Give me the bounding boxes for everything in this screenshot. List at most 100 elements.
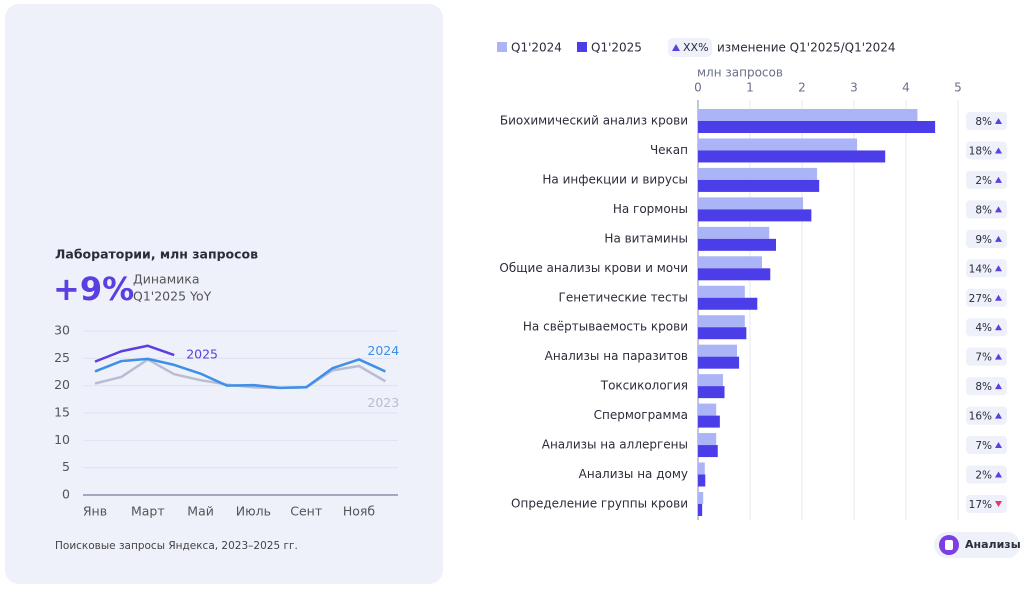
change-label: 8% [975, 381, 992, 393]
x-tick-label: 0 [694, 81, 702, 95]
change-badge [966, 229, 1007, 248]
category-label: На инфекции и вирусы [542, 172, 688, 186]
change-arrow [995, 294, 1002, 301]
legend-badge-label: XX% [683, 41, 709, 54]
change-label: 14% [969, 263, 992, 275]
y-tick-label: 10 [54, 432, 70, 447]
category-label: Генетические тесты [559, 290, 688, 304]
series-label: 2025 [186, 347, 218, 362]
legend-badge [668, 38, 712, 57]
bar [698, 138, 858, 151]
change-label: 9% [975, 234, 992, 246]
category-label: Чекап [650, 143, 688, 157]
line [94, 344, 175, 363]
bar [698, 344, 737, 357]
change-label: 4% [975, 322, 992, 334]
x-tick-label: 4 [902, 81, 910, 95]
change-badge [966, 377, 1007, 396]
change-badge [966, 170, 1007, 189]
change-arrow [995, 412, 1002, 419]
legend-label: Q1'2025 [591, 41, 642, 55]
change-label: 7% [975, 440, 992, 452]
bar [698, 374, 723, 387]
x-tick-label: Июль [236, 504, 271, 519]
change-badge [966, 347, 1007, 366]
bar [698, 256, 762, 269]
headline-note: Динамика [133, 272, 200, 287]
x-tick-label: 3 [850, 81, 858, 95]
bar [698, 167, 818, 180]
chart-title: Лаборатории, млн запросов [55, 247, 258, 262]
x-tick-label: Март [131, 504, 165, 519]
bar [698, 315, 745, 328]
panel [5, 4, 443, 584]
change-label: 27% [969, 293, 992, 305]
bar [698, 491, 704, 504]
y-tick-label: 30 [54, 323, 70, 338]
x-axis-label: млн запросов [697, 66, 783, 80]
source: Поисковые запросы Яндекса, 2023–2025 гг. [55, 540, 298, 552]
change-arrow [995, 471, 1002, 478]
category-label: Общие анализы крови и мочи [499, 261, 688, 275]
change-arrow [995, 265, 1002, 272]
change-arrow [995, 383, 1002, 390]
button-label[interactable]: Анализы [965, 538, 1021, 551]
y-tick-label: 15 [54, 405, 70, 420]
category-label: Анализы на дому [579, 467, 688, 481]
change-badge [966, 406, 1007, 425]
legend-arrow [672, 44, 680, 51]
change-label: 8% [975, 204, 992, 216]
change-badge [966, 141, 1007, 160]
bar [698, 474, 706, 487]
change-label: 8% [975, 116, 992, 128]
category-label: Анализы на паразитов [545, 349, 688, 363]
button[interactable]: Анализы [934, 532, 1021, 558]
category-label: Биохимический анализ крови [500, 114, 688, 128]
legend-swatch [497, 42, 507, 52]
category-label: Спермограмма [594, 408, 688, 422]
bar [698, 268, 771, 281]
bar [698, 238, 776, 251]
x-tick-label: 2 [798, 81, 806, 95]
change-label: 16% [969, 411, 992, 423]
bar [698, 403, 717, 416]
change-badge [966, 259, 1007, 278]
category-label: Токсикология [600, 379, 688, 393]
bar [698, 386, 725, 399]
bar [698, 109, 918, 121]
change-badge [966, 200, 1007, 219]
line [94, 357, 386, 390]
bar [698, 285, 745, 298]
y-tick-label: 0 [62, 487, 70, 502]
bar [698, 179, 820, 192]
bar [698, 297, 758, 310]
x-tick-label: 5 [954, 81, 962, 95]
legend-label: изменение Q1'2025/Q1'2024 [717, 41, 896, 55]
change-arrow [995, 147, 1002, 154]
bar [698, 209, 812, 222]
change-label: 2% [975, 175, 992, 187]
category-label: На свёртываемость крови [523, 320, 688, 334]
series-label: 2023 [367, 395, 399, 410]
bar [698, 356, 740, 369]
bar [698, 121, 936, 133]
change-badge [966, 112, 1007, 130]
y-tick-label: 25 [54, 350, 70, 365]
x-tick-label: Нояб [343, 504, 376, 519]
headline-note: Q1'2025 YoY [133, 289, 212, 304]
bar [698, 327, 747, 340]
series-label: 2024 [367, 343, 399, 358]
bar [698, 462, 705, 475]
bar [698, 503, 703, 516]
change-label: 18% [969, 145, 992, 157]
change-badge [966, 465, 1007, 484]
headline: +9% [53, 270, 134, 308]
change-arrow [995, 118, 1002, 124]
change-label: 17% [969, 499, 992, 511]
category-label: На гормоны [613, 202, 688, 216]
change-arrow [995, 206, 1002, 213]
change-arrow [995, 176, 1002, 183]
change-arrow [995, 442, 1002, 449]
x-tick-label: 1 [746, 81, 754, 95]
bar [698, 433, 717, 446]
